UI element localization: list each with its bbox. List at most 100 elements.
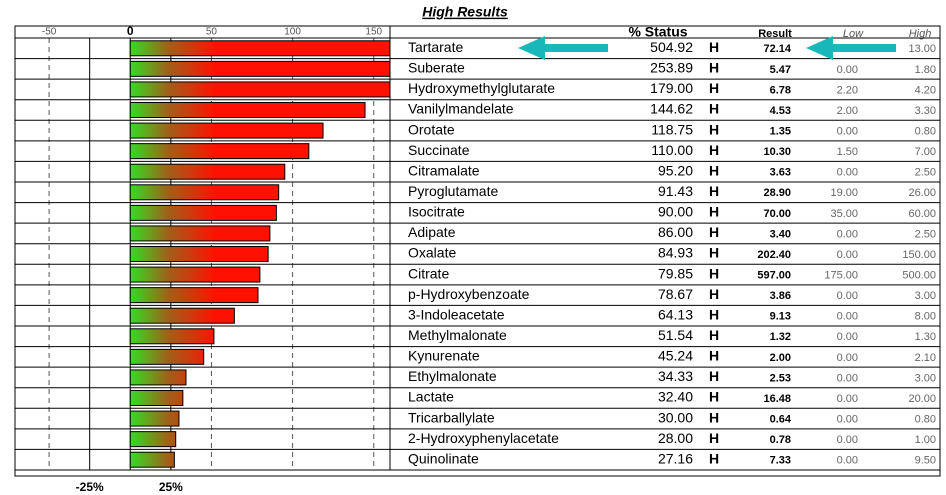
reference-label: 25% xyxy=(159,480,183,494)
flag: H xyxy=(709,39,719,55)
bar xyxy=(129,40,390,57)
low: 0.00 xyxy=(837,372,858,384)
low: 0.00 xyxy=(837,228,858,240)
bar xyxy=(129,410,180,427)
result: 2.00 xyxy=(770,352,791,364)
flag: H xyxy=(709,121,719,137)
low: 0.00 xyxy=(837,167,858,179)
high: 8.00 xyxy=(915,311,936,323)
bar xyxy=(129,122,324,139)
category-label: Adipate xyxy=(408,224,456,240)
status-value: 27.16 xyxy=(658,450,693,466)
result: 28.90 xyxy=(763,187,791,199)
status-value: 64.13 xyxy=(658,306,693,322)
category-label: Lactate xyxy=(408,389,454,405)
high: 1.00 xyxy=(915,434,936,446)
result: 3.86 xyxy=(770,290,791,302)
status-value: 30.00 xyxy=(658,409,693,425)
status-value: 28.00 xyxy=(658,430,693,446)
low: 0.00 xyxy=(837,64,858,76)
result: 4.53 xyxy=(770,105,791,117)
high: 4.20 xyxy=(915,84,936,96)
bar xyxy=(129,307,235,324)
result: 3.40 xyxy=(770,228,791,240)
status-value: 51.54 xyxy=(658,327,693,343)
low: 2.20 xyxy=(837,84,858,96)
high: 2.50 xyxy=(915,228,936,240)
high: 20.00 xyxy=(908,393,936,405)
status-value: 253.89 xyxy=(650,60,693,76)
high: 150.00 xyxy=(902,249,936,261)
low: 35.00 xyxy=(830,208,858,220)
result: 202.40 xyxy=(757,249,791,261)
flag: H xyxy=(709,327,719,343)
high: 3.00 xyxy=(915,372,936,384)
bar xyxy=(129,60,390,77)
high: 7.00 xyxy=(915,146,936,158)
high: 3.30 xyxy=(915,105,936,117)
reference-label: -25% xyxy=(76,480,104,494)
flag: H xyxy=(709,306,719,322)
bars xyxy=(129,40,390,468)
status-value: 90.00 xyxy=(658,204,693,220)
bar xyxy=(129,348,205,365)
category-label: Quinolinate xyxy=(408,450,479,466)
flag: H xyxy=(709,286,719,302)
high: 2.10 xyxy=(915,352,936,364)
high: 3.00 xyxy=(915,290,936,302)
low: 0.00 xyxy=(837,311,858,323)
status-value: 144.62 xyxy=(650,101,693,117)
arrows xyxy=(518,36,896,60)
col-header: % Status xyxy=(628,24,687,40)
bar xyxy=(129,246,269,262)
status-value: 32.40 xyxy=(658,389,693,405)
result: 7.33 xyxy=(770,455,791,467)
col-header: Result xyxy=(758,28,792,40)
result: 70.00 xyxy=(763,208,791,220)
flag: H xyxy=(709,348,719,364)
bar xyxy=(129,102,366,118)
high: 2.50 xyxy=(915,167,936,179)
high: 9.50 xyxy=(915,455,936,467)
low: 0.00 xyxy=(837,331,858,343)
flag: H xyxy=(709,142,719,158)
flag: H xyxy=(709,101,719,117)
high: 500.00 xyxy=(902,269,936,281)
status-value: 84.93 xyxy=(658,245,693,261)
result: 0.78 xyxy=(770,434,791,446)
status-value: 45.24 xyxy=(658,348,693,364)
result: 2.53 xyxy=(770,372,791,384)
category-label: Isocitrate xyxy=(408,204,465,220)
low: 0.00 xyxy=(837,393,858,405)
bar xyxy=(129,81,390,98)
category-label: Oxalate xyxy=(408,245,456,261)
result: 597.00 xyxy=(757,269,791,281)
x-tick-label: 50 xyxy=(206,27,218,38)
category-label: Tricarballylate xyxy=(408,409,495,425)
high: 0.80 xyxy=(915,413,936,425)
x-tick-label: 150 xyxy=(365,27,382,38)
flag: H xyxy=(709,450,719,466)
col-header: Low xyxy=(843,28,864,40)
status-value: 110.00 xyxy=(651,142,693,158)
frame xyxy=(14,25,941,477)
low: 0.00 xyxy=(837,413,858,425)
bar xyxy=(129,184,280,201)
bar xyxy=(129,204,277,221)
category-label: Vanilylmandelate xyxy=(408,101,514,117)
low: 1.50 xyxy=(837,146,858,158)
low: 0.00 xyxy=(837,352,858,364)
x-tick-label: 100 xyxy=(284,27,301,38)
status-value: 34.33 xyxy=(658,368,693,384)
high: 0.80 xyxy=(915,125,936,137)
category-label: Suberate xyxy=(408,60,465,76)
bar xyxy=(129,225,271,242)
status-value: 79.85 xyxy=(658,265,693,281)
result: 0.64 xyxy=(770,413,792,425)
category-label: p-Hydroxybenzoate xyxy=(408,286,530,302)
status-value: 504.92 xyxy=(650,39,693,55)
category-label: Kynurenate xyxy=(408,348,480,364)
flag: H xyxy=(709,60,719,76)
status-value: 95.20 xyxy=(658,162,693,178)
status-value: 179.00 xyxy=(650,80,693,96)
